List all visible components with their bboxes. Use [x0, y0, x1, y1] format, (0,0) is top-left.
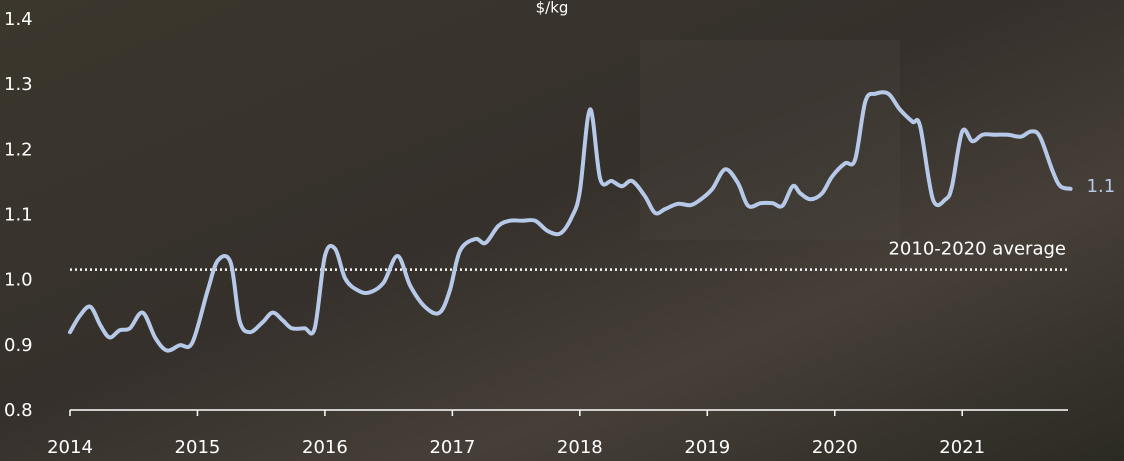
unit-label: $/kg: [536, 0, 569, 17]
y-tick-label: 1.0: [4, 270, 33, 291]
y-tick-label: 0.9: [4, 335, 33, 356]
background-building: [640, 40, 900, 240]
x-tick-label: 2018: [557, 437, 603, 458]
x-tick-label: 2016: [302, 437, 348, 458]
x-tick-label: 2020: [812, 437, 858, 458]
y-tick-label: 1.4: [4, 9, 33, 30]
y-tick-label: 1.3: [4, 74, 33, 95]
y-tick-label: 0.8: [4, 400, 33, 421]
chart: $/kg 0.8 0.9 1.0 1.1 1.2 1.3 1.4 2014 2015 2016 20…: [0, 0, 1124, 461]
end-value-label: 1.1: [1087, 176, 1116, 197]
x-tick-label: 2017: [429, 437, 475, 458]
x-tick-label: 2021: [939, 437, 985, 458]
reference-label: 2010-2020 average: [888, 239, 1066, 260]
x-tick-label: 2019: [684, 437, 730, 458]
y-tick-label: 1.1: [4, 205, 33, 226]
y-tick-label: 1.2: [4, 139, 33, 160]
x-tick-label: 2014: [47, 437, 93, 458]
x-tick-label: 2015: [175, 437, 221, 458]
